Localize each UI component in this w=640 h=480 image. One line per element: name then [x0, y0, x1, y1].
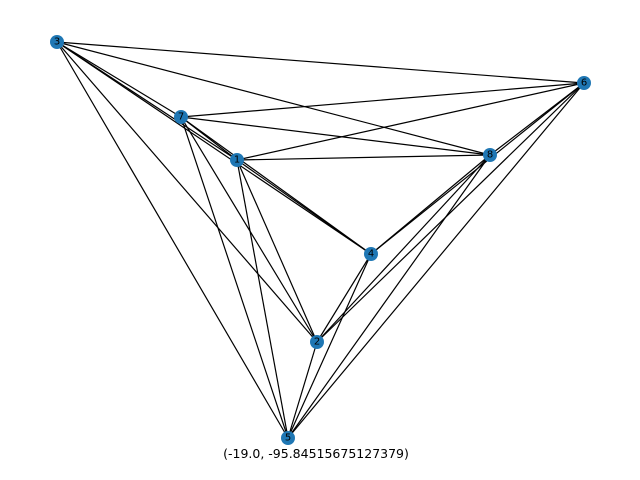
edge-7-5 — [180, 116, 289, 439]
edge-3-6 — [56, 41, 585, 84]
node-8: 8 — [483, 148, 497, 162]
node-circle-6 — [577, 76, 591, 90]
coordinate-readout: (-19.0, -95.84515675127379) — [223, 446, 409, 461]
edge-4-2 — [316, 253, 372, 343]
node-label-5: 5 — [285, 433, 291, 444]
edge-1-4 — [236, 159, 372, 255]
node-circle-8 — [483, 148, 497, 162]
node-label-3: 3 — [54, 37, 60, 48]
node-6: 6 — [577, 76, 591, 90]
edge-8-2 — [316, 154, 491, 343]
node-label-7: 7 — [178, 112, 184, 123]
node-3: 3 — [50, 35, 64, 49]
edge-2-5 — [287, 341, 318, 439]
edge-7-6 — [180, 82, 585, 118]
node-label-4: 4 — [368, 249, 374, 260]
edge-8-4 — [370, 154, 491, 255]
edge-3-2 — [56, 41, 318, 343]
edge-3-4 — [56, 41, 372, 255]
node-2: 2 — [310, 335, 324, 349]
node-1: 1 — [230, 153, 244, 167]
node-circle-2 — [310, 335, 324, 349]
edge-8-5 — [287, 154, 491, 439]
edge-7-2 — [180, 116, 318, 343]
node-5: 5 — [281, 431, 295, 445]
edge-1-6 — [236, 82, 585, 161]
edge-1-8 — [236, 154, 491, 161]
edge-1-2 — [236, 159, 318, 343]
edge-1-5 — [236, 159, 289, 439]
node-circle-7 — [174, 110, 188, 124]
node-label-1: 1 — [234, 155, 240, 166]
nodes-layer: 1 2 3 4 5 6 7 8 — [50, 35, 591, 445]
edge-3-7 — [56, 41, 182, 118]
node-circle-3 — [50, 35, 64, 49]
edges-layer — [56, 41, 585, 439]
node-label-6: 6 — [581, 78, 587, 89]
node-7: 7 — [174, 110, 188, 124]
node-circle-4 — [364, 247, 378, 261]
edge-3-8 — [56, 41, 491, 156]
edge-6-5 — [287, 82, 585, 439]
edge-3-5 — [56, 41, 289, 439]
node-circle-5 — [281, 431, 295, 445]
edge-6-2 — [316, 82, 585, 343]
edge-4-5 — [287, 253, 372, 439]
node-label-8: 8 — [487, 150, 493, 161]
edge-7-8 — [180, 116, 491, 156]
node-4: 4 — [364, 247, 378, 261]
node-circle-1 — [230, 153, 244, 167]
node-label-2: 2 — [314, 337, 320, 348]
